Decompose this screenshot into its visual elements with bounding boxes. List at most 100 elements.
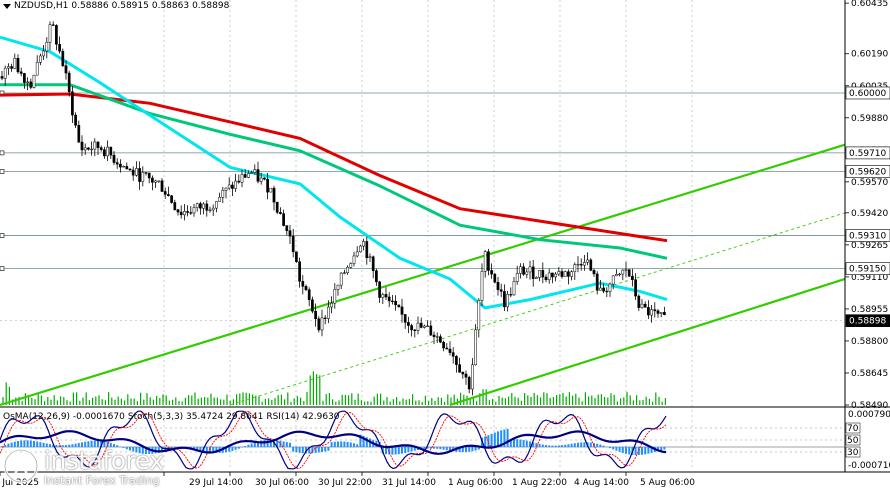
instaforex-logo: instaforex Instant Forex Trading <box>2 447 164 487</box>
logo-tagline: Instant Forex Trading <box>44 474 160 487</box>
candle-body <box>279 212 282 214</box>
price-level-label: 0.59310 <box>849 232 886 242</box>
candle-body <box>391 300 394 303</box>
time-label: 30 Jul 22:00 <box>318 478 372 488</box>
price-level-label: 0.59620 <box>849 168 886 178</box>
candle-body <box>535 277 538 279</box>
indicator-level-label: 30 <box>847 448 859 458</box>
candle-body <box>519 266 522 274</box>
candle-body <box>554 273 557 278</box>
candle-body <box>432 334 436 337</box>
time-label: 1 Aug 06:00 <box>448 478 503 488</box>
candle-body <box>32 74 36 88</box>
candle-body <box>451 352 455 357</box>
candle-body <box>551 272 554 278</box>
candle-body <box>64 65 68 74</box>
horizontal-levels <box>0 90 845 322</box>
candle-body <box>455 356 458 365</box>
candle-body <box>368 256 372 258</box>
candle-body <box>592 270 596 275</box>
candle-body <box>10 66 13 69</box>
moving-averages <box>0 35 668 310</box>
candle-body <box>160 180 164 192</box>
candle-body <box>186 211 189 213</box>
rsi-line <box>0 430 667 455</box>
candle-body <box>106 146 109 157</box>
candle-body <box>208 209 212 211</box>
osma-min-label: -0.0007104 <box>848 461 890 471</box>
candle-body <box>599 287 602 291</box>
candle-body <box>247 173 250 178</box>
candle-body <box>128 168 132 171</box>
candle-body <box>663 312 666 315</box>
candle-body <box>48 24 52 43</box>
candle-body <box>573 264 577 272</box>
candle-body <box>458 364 461 373</box>
candle-body <box>90 148 93 151</box>
indicator-level-box <box>845 422 861 434</box>
candle-body <box>317 318 321 331</box>
candle-body <box>291 235 295 253</box>
candle-body <box>125 166 129 170</box>
candle-body <box>496 281 500 290</box>
candle-body <box>320 317 324 331</box>
candle-body <box>147 172 151 179</box>
candle-body <box>387 296 391 302</box>
candle-body <box>483 251 487 272</box>
candle-body <box>87 147 90 150</box>
candle-body <box>99 147 103 150</box>
symbol-header: NZDUSD,H1 0.58886 0.58915 0.58863 0.5889… <box>3 1 229 11</box>
time-label: 30 Jul 06:00 <box>255 478 309 488</box>
candle-body <box>199 203 202 209</box>
candle-body <box>58 44 61 52</box>
candle-body <box>35 62 39 76</box>
candle-body <box>394 300 397 306</box>
price-level-label: 0.60000 <box>849 89 886 99</box>
price-level-box <box>845 229 890 242</box>
candle-body <box>215 201 218 209</box>
candle-body <box>602 287 605 292</box>
price-tick-label: 0.58645 <box>851 369 888 379</box>
time-label: 5 Aug 06:00 <box>640 478 695 488</box>
candle-body <box>509 294 513 296</box>
candle-body <box>141 172 145 182</box>
candle-body <box>362 241 365 247</box>
candle-body <box>659 312 663 314</box>
candle-body <box>378 281 381 298</box>
logo-mark-icon <box>3 448 39 484</box>
candle-body <box>231 184 234 189</box>
price-level-box <box>845 86 890 100</box>
candle-body <box>631 275 634 280</box>
candle-body <box>583 262 586 266</box>
candle-body <box>547 272 551 280</box>
candle-body <box>202 203 205 209</box>
caret-down-icon[interactable] <box>3 4 11 9</box>
candle-body <box>589 259 593 271</box>
candle-body <box>608 283 612 292</box>
candle-body <box>67 72 71 93</box>
candle-body <box>23 73 26 83</box>
candle-body <box>621 269 625 275</box>
price-level-box <box>845 165 890 178</box>
candle-body <box>365 241 369 258</box>
candle-body <box>323 317 327 319</box>
candle-body <box>381 294 385 298</box>
indicator-level-box <box>845 434 861 446</box>
candle-body <box>16 57 20 73</box>
candle-body <box>259 177 263 182</box>
time-label: 1 Aug 22:00 <box>512 478 567 488</box>
candle-body <box>359 245 362 253</box>
price-tick-label: 0.59880 <box>851 114 888 124</box>
osma-label: OsMA(12,26,9) -0.0001670 <box>3 412 125 422</box>
candle-body <box>71 91 74 116</box>
rsi-label: RSI(14) 42.9630 <box>266 412 340 422</box>
candle-body <box>307 289 311 301</box>
candle-body <box>211 207 215 211</box>
candle-body <box>493 273 497 283</box>
candle-body <box>480 271 484 301</box>
candle-body <box>355 251 359 257</box>
candle-body <box>183 211 186 216</box>
price-tick-label: 0.58490 <box>851 401 888 411</box>
candle-body <box>503 291 506 308</box>
